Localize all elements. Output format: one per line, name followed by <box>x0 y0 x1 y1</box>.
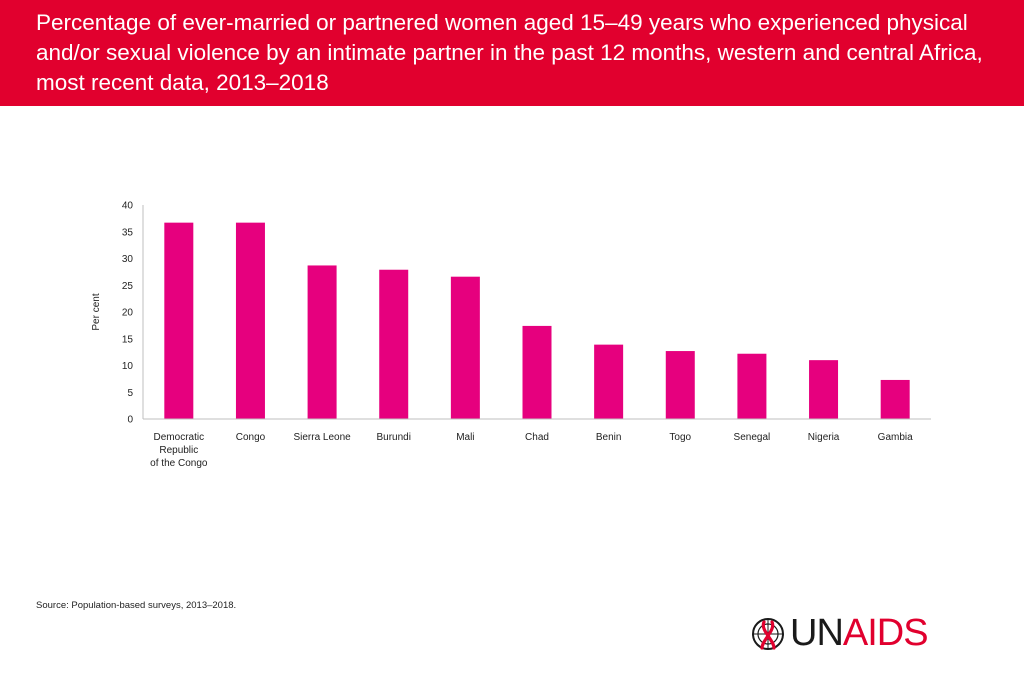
y-tick-label: 10 <box>122 361 134 372</box>
unaids-logo: UNAIDS <box>748 610 948 656</box>
y-axis-label: Per cent <box>91 293 102 330</box>
bar <box>379 269 409 419</box>
x-category-label: Mali <box>456 432 474 443</box>
x-category-label: Chad <box>525 432 549 443</box>
source-note: Source: Population-based surveys, 2013–2… <box>36 600 236 611</box>
y-tick-label: 0 <box>127 415 133 426</box>
y-tick-label: 40 <box>122 201 134 212</box>
bar <box>737 353 767 419</box>
bar <box>164 222 194 419</box>
y-tick-label: 15 <box>122 334 134 345</box>
source-text: Population-based surveys, 2013–2018. <box>68 600 237 611</box>
source-label: Source: <box>36 600 69 611</box>
page-title: Percentage of ever-married or partnered … <box>36 10 983 95</box>
y-tick-label: 35 <box>122 227 134 238</box>
bar <box>522 325 552 419</box>
x-category-label: of the Congo <box>150 458 208 469</box>
y-tick-label: 30 <box>122 254 134 265</box>
bar <box>307 265 337 419</box>
bar <box>235 222 265 419</box>
header-banner: Percentage of ever-married or partnered … <box>0 0 1024 106</box>
x-category-label: Sierra Leone <box>293 432 351 443</box>
x-category-label: Benin <box>596 432 622 443</box>
bar <box>809 360 839 419</box>
x-category-label: Nigeria <box>808 432 840 443</box>
logo-wordmark: UNAIDS <box>790 610 929 656</box>
y-tick-label: 25 <box>122 281 134 292</box>
logo-aids-text: AIDS <box>842 612 929 654</box>
x-category-label: Gambia <box>878 432 913 443</box>
bar <box>665 351 695 419</box>
logo-un-text: UN <box>790 612 844 654</box>
y-tick-label: 20 <box>122 308 134 319</box>
bar <box>880 379 910 419</box>
x-category-label: Burundi <box>376 432 410 443</box>
x-category-label: Democratic <box>154 432 205 443</box>
x-category-label: Togo <box>669 432 691 443</box>
bar <box>450 276 480 419</box>
x-category-label: Congo <box>236 432 266 443</box>
x-category-label: Republic <box>159 445 198 456</box>
bar <box>594 344 624 419</box>
y-tick-label: 5 <box>127 388 133 399</box>
un-emblem-icon <box>752 618 784 650</box>
x-category-label: Senegal <box>734 432 771 443</box>
